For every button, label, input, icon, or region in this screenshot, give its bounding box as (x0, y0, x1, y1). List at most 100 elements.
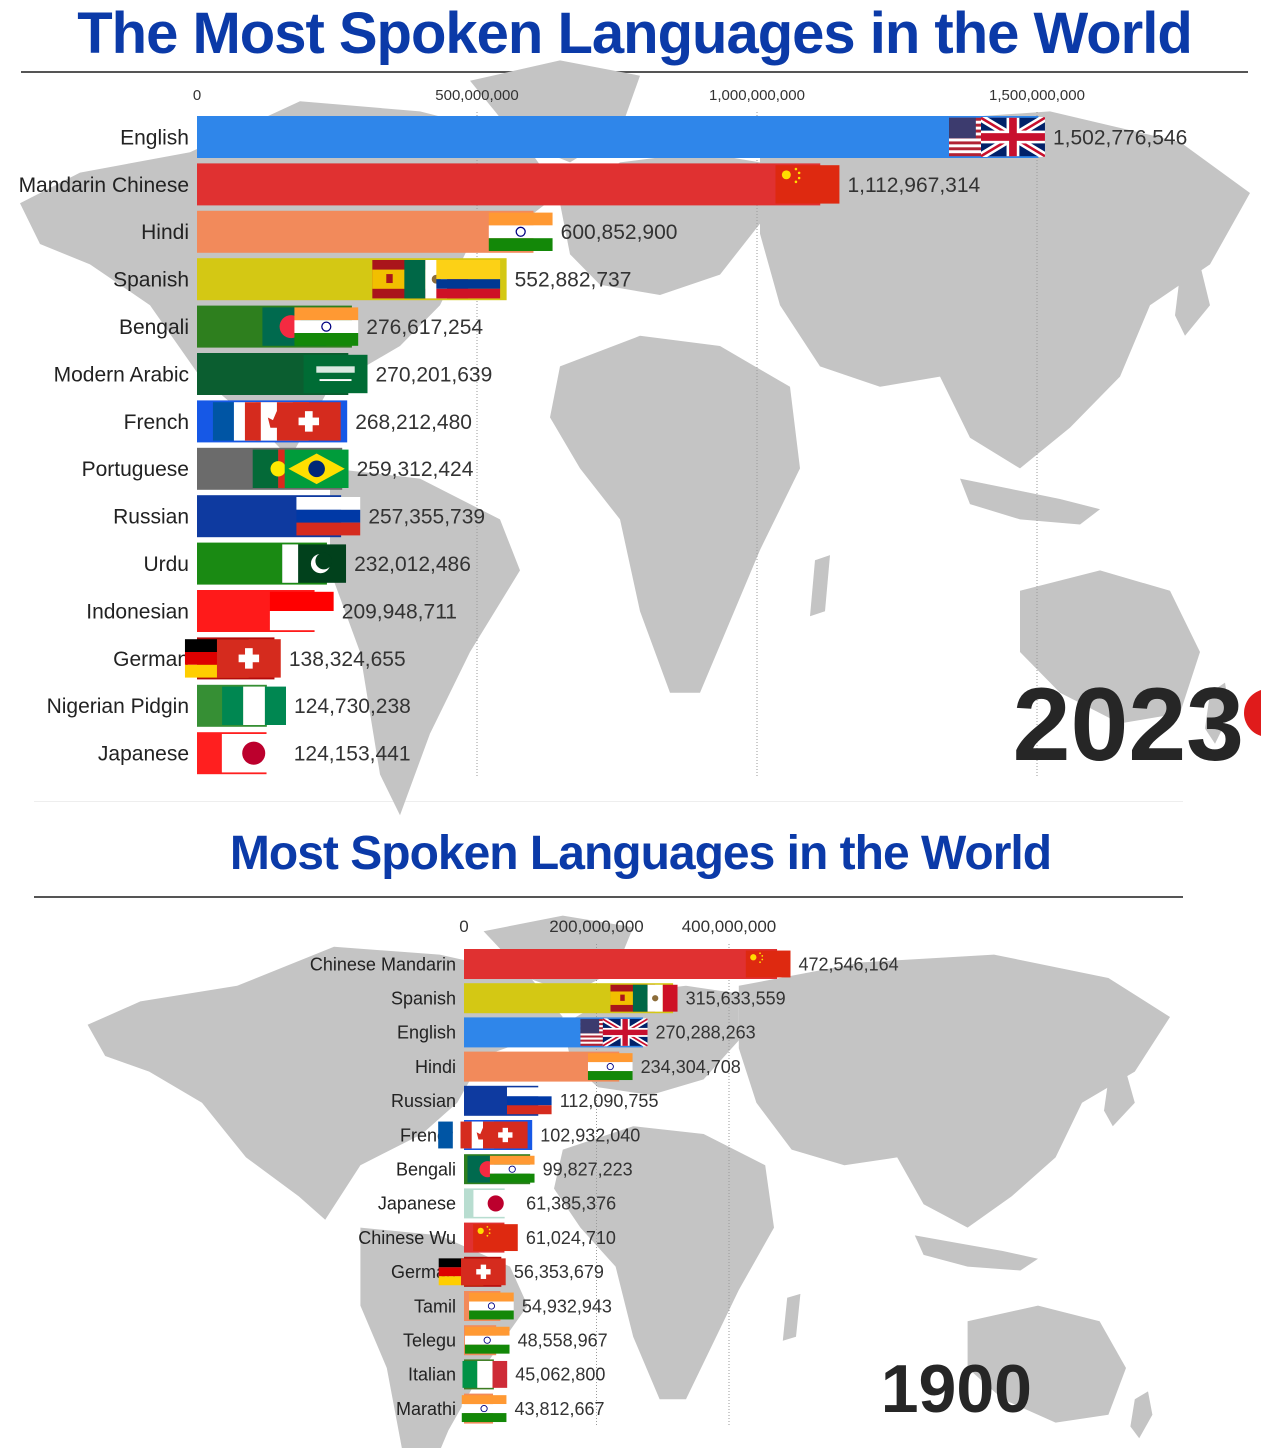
value-label-french-2023: 268,212,480 (355, 411, 472, 434)
value-label-marathi-1900: 43,812,667 (514, 1399, 604, 1419)
category-label-modern-arabic-2023: Modern Arabic (54, 363, 189, 386)
value-label-english-1900: 270,288,263 (656, 1023, 756, 1043)
flag-in-icon (461, 1394, 507, 1423)
value-label-german-2023: 138,324,655 (289, 648, 406, 671)
flag-sa-icon (303, 354, 368, 394)
title-divider (34, 896, 1183, 898)
tick-label-1900-1: 200,000,000 (549, 917, 644, 936)
flag-id-icon (269, 591, 334, 631)
decorative-red-marker (1244, 690, 1261, 736)
category-label-nigerian-pidgin-2023: Nigerian Pidgin (47, 695, 189, 718)
category-label-portuguese-2023: Portuguese (82, 458, 189, 481)
value-label-modern-arabic-2023: 270,201,639 (376, 363, 493, 386)
flag-uk-icon (603, 1019, 648, 1046)
category-label-hindi-1900: Hindi (415, 1057, 456, 1077)
category-label-tamil-1900: Tamil (414, 1296, 456, 1316)
category-label-japanese-1900: Japanese (378, 1194, 456, 1214)
flag-mx-icon (632, 984, 678, 1012)
bar-chinese-mandarin-1900 (464, 949, 778, 979)
value-label-bengali-1900: 99,827,223 (543, 1160, 633, 1180)
value-label-chinese-wu-1900: 61,024,710 (526, 1228, 616, 1248)
category-label-russian-1900: Russian (391, 1091, 456, 1111)
value-label-urdu-2023: 232,012,486 (354, 553, 471, 576)
flag-cn-icon (745, 950, 791, 978)
value-label-russian-2023: 257,355,739 (368, 506, 485, 529)
chart-title-1900: Most Spoken Languages in the World (229, 827, 1052, 880)
category-label-french-2023: French (124, 411, 189, 434)
category-label-italian-1900: Italian (408, 1365, 456, 1385)
category-label-japanese-2023: Japanese (98, 743, 189, 766)
value-label-japanese-1900: 61,385,376 (526, 1194, 616, 1214)
category-label-english-1900: English (397, 1023, 456, 1043)
category-label-marathi-1900: Marathi (396, 1399, 456, 1419)
bar-hindi-2023 (197, 210, 534, 253)
tick-label-2023-2: 1,000,000,000 (709, 87, 805, 104)
value-label-german-1900: 56,353,679 (514, 1262, 604, 1282)
flag-ch-icon (461, 1258, 506, 1286)
category-label-spanish-2023: Spanish (113, 269, 189, 292)
value-label-hindi-2023: 600,852,900 (561, 221, 678, 244)
flag-in-icon (464, 1326, 510, 1355)
flag-jp-icon (473, 1189, 519, 1217)
chart-2023: 0 500,000,000 1,000,000,000 1,500,000,000 En… (19, 87, 1244, 783)
flag-ru-icon (296, 497, 361, 536)
category-label-indonesian-2023: Indonesian (86, 600, 189, 623)
title-divider (21, 71, 1248, 73)
value-label-mandarin-chinese-2023: 1,112,967,314 (847, 174, 980, 197)
value-label-russian-1900: 112,090,755 (560, 1091, 659, 1111)
category-label-spanish-1900: Spanish (391, 989, 456, 1009)
flag-cn-icon (775, 165, 840, 204)
year-label-1900: 1900 (881, 1351, 1032, 1427)
category-label-russian-2023: Russian (113, 506, 189, 529)
value-label-chinese-mandarin-1900: 472,546,164 (799, 954, 899, 974)
value-label-english-2023: 1,502,776,546 (1053, 126, 1187, 149)
value-label-portuguese-2023: 259,312,424 (357, 458, 474, 481)
value-label-spanish-2023: 552,882,737 (515, 269, 632, 292)
flag-in-icon (489, 1155, 535, 1184)
category-label-bengali-2023: Bengali (119, 316, 189, 339)
category-label-mandarin-chinese-2023: Mandarin Chinese (19, 174, 189, 197)
value-label-telegu-1900: 48,558,967 (518, 1331, 608, 1351)
flag-ch-icon (276, 402, 341, 441)
value-label-tamil-1900: 54,932,943 (522, 1296, 612, 1316)
flag-ch-icon (482, 1121, 528, 1149)
chart-title-2023: The Most Spoken Languages in the World (77, 1, 1193, 66)
category-label-chinese-mandarin-1900: Chinese Mandarin (310, 954, 456, 974)
value-label-italian-1900: 45,062,800 (515, 1365, 605, 1385)
flag-ch-icon (216, 639, 281, 678)
bar-mandarin-chinese-2023 (197, 163, 821, 206)
flag-co-icon (436, 260, 501, 299)
flag-br-icon (284, 449, 349, 488)
value-label-nigerian-pidgin-2023: 124,730,238 (294, 695, 411, 718)
flag-jp-icon (221, 734, 286, 773)
category-label-english-2023: English (120, 126, 189, 149)
flag-in-icon (488, 211, 553, 252)
flag-in-icon (469, 1292, 514, 1320)
category-label-urdu-2023: Urdu (143, 553, 189, 576)
year-label-2023: 2023 (1013, 667, 1244, 783)
value-label-hindi-1900: 234,304,708 (641, 1057, 741, 1077)
flag-in-icon (587, 1052, 633, 1081)
bar-english-2023 (197, 116, 1039, 158)
panel-divider (34, 801, 1183, 802)
flag-cn-icon (473, 1224, 518, 1252)
flag-uk-icon (981, 118, 1045, 156)
tick-label-2023-0: 0 (193, 87, 201, 104)
value-label-indonesian-2023: 209,948,711 (342, 600, 457, 623)
value-label-bengali-2023: 276,617,254 (366, 316, 483, 339)
value-label-japanese-2023: 124,153,441 (294, 743, 411, 766)
tick-label-2023-3: 1,500,000,000 (989, 87, 1085, 104)
tick-label-1900-2: 400,000,000 (682, 917, 777, 936)
category-label-telegu-1900: Telegu (403, 1331, 456, 1351)
flag-it-icon (462, 1360, 508, 1388)
value-label-spanish-1900: 315,633,559 (686, 989, 786, 1009)
tick-label-1900-0: 0 (459, 917, 468, 936)
flag-ru-icon (506, 1087, 552, 1115)
chart-1900: 0 200,000,000 400,000,000 Chinese Mandarin 4… (310, 917, 1032, 1427)
category-label-chinese-wu-1900: Chinese Wu (358, 1228, 456, 1248)
tick-label-2023-1: 500,000,000 (435, 87, 518, 104)
category-label-german-2023: German (113, 648, 189, 671)
value-label-french-1900: 102,932,040 (540, 1125, 640, 1145)
flag-in-icon (294, 306, 359, 347)
